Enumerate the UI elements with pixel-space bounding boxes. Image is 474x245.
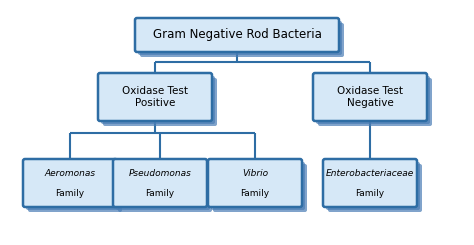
FancyBboxPatch shape (113, 159, 207, 207)
FancyBboxPatch shape (135, 18, 339, 52)
Text: Oxidase Test
Positive: Oxidase Test Positive (122, 86, 188, 108)
FancyBboxPatch shape (103, 78, 217, 126)
FancyBboxPatch shape (28, 164, 122, 212)
FancyBboxPatch shape (313, 73, 427, 121)
Text: Vibrio: Vibrio (242, 169, 268, 177)
FancyBboxPatch shape (101, 76, 215, 124)
FancyBboxPatch shape (98, 73, 212, 121)
Text: Pseudomonas: Pseudomonas (128, 169, 191, 177)
FancyBboxPatch shape (116, 162, 210, 210)
FancyBboxPatch shape (23, 159, 117, 207)
FancyBboxPatch shape (208, 159, 302, 207)
FancyBboxPatch shape (323, 159, 417, 207)
FancyBboxPatch shape (326, 162, 420, 210)
FancyBboxPatch shape (211, 162, 305, 210)
Text: Family: Family (55, 188, 84, 197)
FancyBboxPatch shape (140, 23, 344, 57)
FancyBboxPatch shape (316, 76, 430, 124)
Text: Aeromonas: Aeromonas (45, 169, 96, 177)
Text: Oxidase Test
Negative: Oxidase Test Negative (337, 86, 403, 108)
FancyBboxPatch shape (118, 164, 212, 212)
FancyBboxPatch shape (26, 162, 120, 210)
Text: Family: Family (240, 188, 270, 197)
FancyBboxPatch shape (328, 164, 422, 212)
FancyBboxPatch shape (318, 78, 432, 126)
FancyBboxPatch shape (213, 164, 307, 212)
Text: Enterobacteriaceae: Enterobacteriaceae (326, 169, 414, 177)
FancyBboxPatch shape (138, 21, 342, 55)
Text: Family: Family (146, 188, 174, 197)
Text: Gram Negative Rod Bacteria: Gram Negative Rod Bacteria (153, 28, 321, 41)
Text: Family: Family (356, 188, 384, 197)
